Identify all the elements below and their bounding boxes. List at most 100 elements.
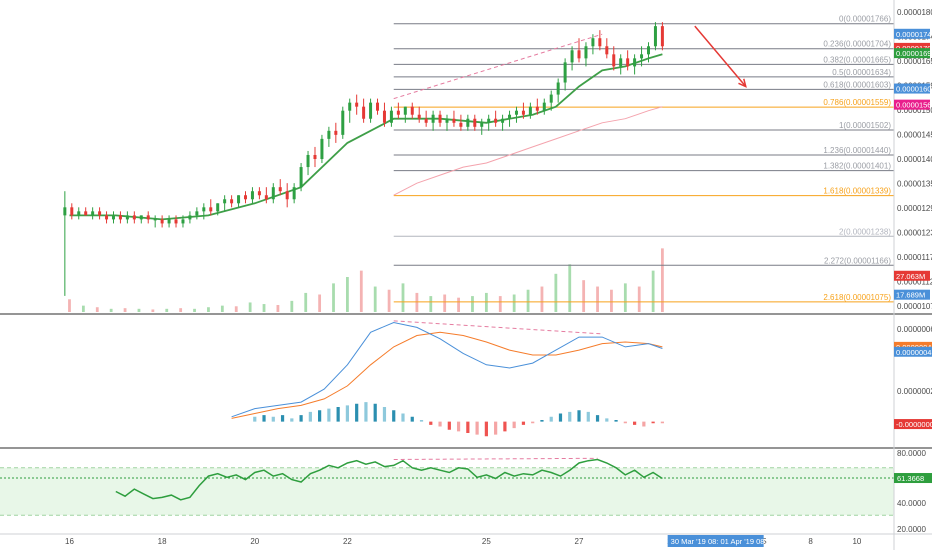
macd-histogram-bar <box>401 413 405 422</box>
price-tag <box>894 270 930 281</box>
candle-body <box>417 114 421 119</box>
candle-body <box>244 195 248 200</box>
candle-body <box>230 199 234 204</box>
macd-histogram-bar <box>633 421 637 425</box>
volume-bar <box>526 289 530 312</box>
candle-body <box>216 203 220 212</box>
fib-level-label: 0(0.00001766) <box>839 15 891 24</box>
volume-bar <box>623 283 627 312</box>
macd-histogram-bar <box>614 420 618 422</box>
candle-body <box>285 191 289 200</box>
price-tag-text: 0.00001741 <box>896 30 932 39</box>
volume-bar <box>637 286 641 312</box>
candle-body <box>355 102 359 107</box>
candle-body <box>514 110 518 115</box>
candle-body <box>167 219 171 224</box>
price-tag <box>894 28 930 39</box>
volume-bar <box>540 286 544 312</box>
rsi-band <box>0 467 894 516</box>
candle-body <box>640 54 644 59</box>
price-tag-text: 17.689M <box>896 291 925 300</box>
macd-histogram-bar <box>308 411 312 422</box>
candle-body <box>466 118 470 127</box>
candle-body <box>396 110 400 115</box>
candle-body <box>209 207 213 212</box>
rsi-value-tag-text: 61.3668 <box>897 474 924 483</box>
fib-level-label: 0.618(0.00001603) <box>823 80 891 89</box>
price-axis-tick: 0.00001070 <box>897 302 932 311</box>
macd-histogram-bar <box>521 421 526 425</box>
volume-bar <box>471 296 474 312</box>
volume-bar <box>512 294 516 312</box>
candle-body <box>410 106 414 115</box>
candle-body <box>431 114 435 123</box>
macd-histogram-bar <box>586 411 590 422</box>
volume-bar <box>498 296 502 312</box>
macd-histogram-bar <box>595 415 600 422</box>
volume-bar <box>95 307 99 312</box>
macd-signal-line <box>231 331 663 419</box>
macd-histogram-bar <box>660 421 664 424</box>
volume-bar <box>179 308 183 312</box>
time-axis-label: 22 <box>343 537 352 546</box>
candle-body <box>577 50 581 59</box>
arrow-head-icon <box>738 78 747 88</box>
time-crosshair-label <box>667 535 764 547</box>
fib-level-label: 0.5(0.00001634) <box>832 68 891 77</box>
macd-tag-text: -0.00000001 <box>896 420 932 429</box>
volume-bar <box>165 308 169 312</box>
macd-histogram-bar <box>651 421 655 424</box>
macd-histogram-bar <box>336 407 340 422</box>
volume-bar <box>596 286 599 312</box>
price-axis-tick: 0.00001500 <box>897 106 932 115</box>
price-axis-tick: 0.00001290 <box>897 204 932 213</box>
price-tag <box>894 42 930 53</box>
rsi-axis-tick: 20.0000 <box>897 525 926 534</box>
volume-bar <box>304 292 308 312</box>
candle-body <box>653 26 657 47</box>
volume-bar <box>346 277 349 312</box>
candle-body <box>591 38 595 47</box>
time-axis-label: 18 <box>158 537 167 546</box>
volume-bar <box>554 273 558 312</box>
rsi-axis-tick: 80.0000 <box>897 449 926 458</box>
volume-bar <box>582 280 586 312</box>
macd-panel[interactable] <box>231 320 664 437</box>
candle-body <box>91 211 95 216</box>
candle-body <box>376 102 380 111</box>
price-axis-tick: 0.00001400 <box>897 155 932 164</box>
candle-body <box>111 215 115 220</box>
macd-histogram-bar <box>392 410 396 422</box>
price-axis-tick: 0.00001170 <box>897 253 932 262</box>
candle-body <box>160 219 164 224</box>
macd-histogram-bar <box>577 410 581 422</box>
candle-body <box>125 215 129 220</box>
macd-histogram-bar <box>484 421 488 437</box>
macd-histogram-bar <box>605 418 609 422</box>
candle-body <box>549 94 553 103</box>
volume-bar <box>660 248 664 312</box>
price-panel[interactable]: 0(0.00001766) 0.236(0.00001704) 0.382(0.00… <box>63 15 894 312</box>
fib-level-label: 0.236(0.00001704) <box>823 40 891 49</box>
macd-line <box>231 321 663 418</box>
candle-body <box>77 211 81 216</box>
candle-body <box>327 130 331 139</box>
candle-body <box>174 219 178 224</box>
macd-histogram-bar <box>549 416 553 422</box>
fib-level-label: 1.236(0.00001440) <box>823 146 891 155</box>
candle-body <box>153 219 157 221</box>
macd-histogram-bar <box>253 416 257 422</box>
rsi-divergence-line <box>393 457 598 460</box>
candle-body <box>98 211 102 216</box>
candle-body <box>612 54 616 67</box>
macd-histogram-bar <box>466 421 470 433</box>
volume-bar <box>568 264 572 312</box>
rsi-panel[interactable] <box>0 457 894 516</box>
candle-body <box>146 215 150 220</box>
macd-histogram-bar <box>364 402 368 422</box>
candle-body <box>563 62 567 83</box>
candle-body <box>70 207 74 216</box>
